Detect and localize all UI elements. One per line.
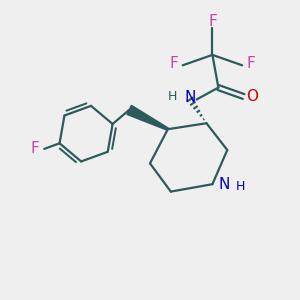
Text: N: N bbox=[184, 91, 196, 106]
Text: N: N bbox=[219, 177, 230, 192]
Text: F: F bbox=[170, 56, 179, 71]
Text: F: F bbox=[246, 56, 255, 71]
Text: H: H bbox=[236, 180, 245, 193]
Text: F: F bbox=[208, 14, 217, 29]
Text: F: F bbox=[31, 141, 40, 156]
Text: H: H bbox=[167, 90, 177, 103]
Polygon shape bbox=[127, 105, 168, 130]
Text: O: O bbox=[246, 89, 258, 104]
